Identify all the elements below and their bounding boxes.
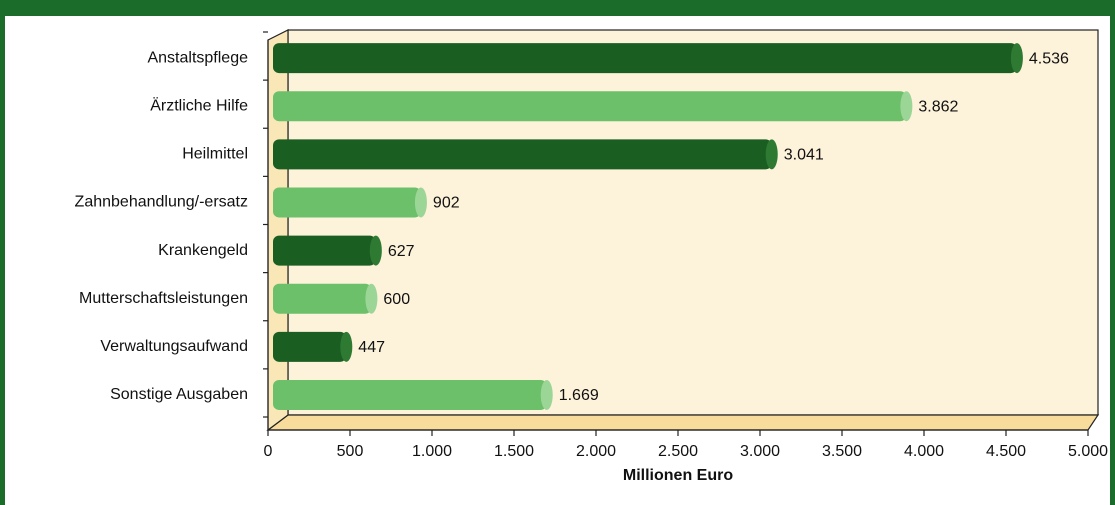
- side-wall: [267, 29, 289, 432]
- value-label: 4.536: [1029, 50, 1069, 67]
- right-border: [1110, 0, 1115, 505]
- value-label: 902: [433, 195, 460, 212]
- bar: [273, 379, 547, 410]
- bar-cap: [540, 379, 553, 410]
- y-tick-label: Ärztliche Hilfe: [150, 96, 248, 114]
- bar-cap: [365, 283, 378, 314]
- bar: [273, 283, 372, 314]
- bar: [273, 187, 421, 218]
- bar-cap: [765, 139, 778, 170]
- bar: [273, 331, 347, 362]
- y-tick-label: Mutterschaftsleistungen: [79, 290, 248, 307]
- value-label: 1.669: [559, 387, 599, 404]
- y-tick-label: Anstaltspflege: [147, 49, 248, 66]
- x-tick-label: 3.000: [740, 443, 780, 460]
- y-tick-label: Krankengeld: [158, 242, 248, 259]
- left-border: [0, 0, 5, 505]
- y-tick-label: Heilmittel: [182, 146, 248, 163]
- x-tick-label: 4.000: [904, 443, 944, 460]
- bar-cap: [369, 235, 382, 266]
- bar-cap: [1010, 43, 1023, 74]
- x-axis-label: Millionen Euro: [623, 467, 733, 484]
- x-tick-label: 500: [337, 443, 364, 460]
- value-label: 3.041: [784, 147, 824, 164]
- x-tick-label: 2.000: [576, 443, 616, 460]
- x-tick-label: 1.500: [494, 443, 534, 460]
- bar-cap: [340, 331, 353, 362]
- bar: [273, 43, 1017, 74]
- back-wall: [287, 29, 1099, 416]
- y-tick-label: Verwaltungsaufwand: [100, 338, 248, 355]
- value-label: 3.862: [918, 98, 958, 115]
- value-label: 627: [388, 243, 415, 260]
- value-label: 600: [383, 291, 410, 308]
- x-tick-label: 1.000: [412, 443, 452, 460]
- x-tick-label: 5.000: [1068, 443, 1108, 460]
- bar: [273, 91, 907, 122]
- bar: [273, 139, 772, 170]
- y-tick-label: Sonstige Ausgaben: [110, 386, 248, 403]
- x-tick-label: 4.500: [986, 443, 1026, 460]
- bar-cap: [414, 187, 427, 218]
- value-label: 447: [358, 339, 385, 356]
- bar-cap: [900, 91, 913, 122]
- y-tick-label: Zahnbehandlung/-ersatz: [75, 194, 248, 211]
- x-tick-label: 3.500: [822, 443, 862, 460]
- header-band: [0, 0, 1115, 16]
- floor: [266, 414, 1100, 431]
- x-tick-label: 2.500: [658, 443, 698, 460]
- x-tick-label: 0: [264, 443, 273, 460]
- bar: [273, 235, 376, 266]
